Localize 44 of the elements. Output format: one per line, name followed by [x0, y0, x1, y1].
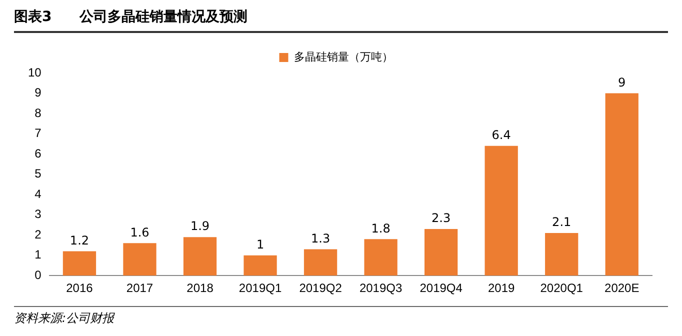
bar	[364, 239, 398, 276]
data-label: 2.3	[432, 211, 451, 226]
chart-title: 图表3 公司多晶硅销量情况及预测	[14, 8, 668, 33]
y-tick-label: 0	[34, 268, 42, 282]
data-label: 1.9	[190, 219, 210, 234]
data-label: 1	[256, 237, 264, 252]
data-label: 2.1	[552, 215, 572, 230]
y-tick-label: 5	[34, 166, 42, 181]
y-tick-label: 1	[34, 248, 42, 262]
bar	[183, 237, 217, 276]
data-label: 1.8	[371, 221, 390, 236]
bar	[304, 249, 338, 276]
text: 资料来源:公司财报	[14, 306, 668, 327]
x-tick-label: 2020E	[604, 281, 640, 296]
bar	[605, 93, 638, 276]
x-tick-label: 2016	[66, 281, 94, 296]
legend-label: 多晶硅销量（万吨）	[294, 50, 393, 64]
data-label: 6.4	[492, 128, 511, 142]
y-tick-label: 6	[34, 146, 42, 160]
data-label: 1.2	[70, 233, 90, 248]
x-tick-label: 2017	[126, 281, 154, 296]
y-tick-label: 3	[34, 207, 42, 222]
y-tick-label: 4	[34, 186, 42, 201]
x-tick-label: 2019Q3	[359, 281, 402, 296]
data-label: 9	[618, 75, 626, 90]
x-tick-label: 2019Q1	[238, 281, 282, 296]
y-tick-label: 8	[34, 106, 42, 120]
data-label: 1.6	[130, 225, 150, 240]
bar	[484, 146, 518, 276]
data-label: 1.3	[310, 231, 330, 246]
y-tick-label: 10	[28, 65, 42, 80]
x-tick-label: 2019Q4	[420, 281, 463, 296]
y-tick-label: 7	[34, 126, 42, 140]
x-tick-label: 2018	[186, 281, 214, 296]
bar	[244, 255, 277, 276]
bar	[62, 251, 96, 276]
y-tick-label: 9	[34, 86, 42, 100]
x-tick-label: 2019	[488, 281, 516, 296]
y-tick-label: 2	[34, 227, 42, 242]
bar	[545, 233, 578, 276]
bar	[424, 229, 458, 276]
x-tick-label: 2019Q2	[299, 281, 342, 296]
x-tick-label: 2020Q1	[540, 281, 584, 296]
bar	[123, 243, 156, 276]
